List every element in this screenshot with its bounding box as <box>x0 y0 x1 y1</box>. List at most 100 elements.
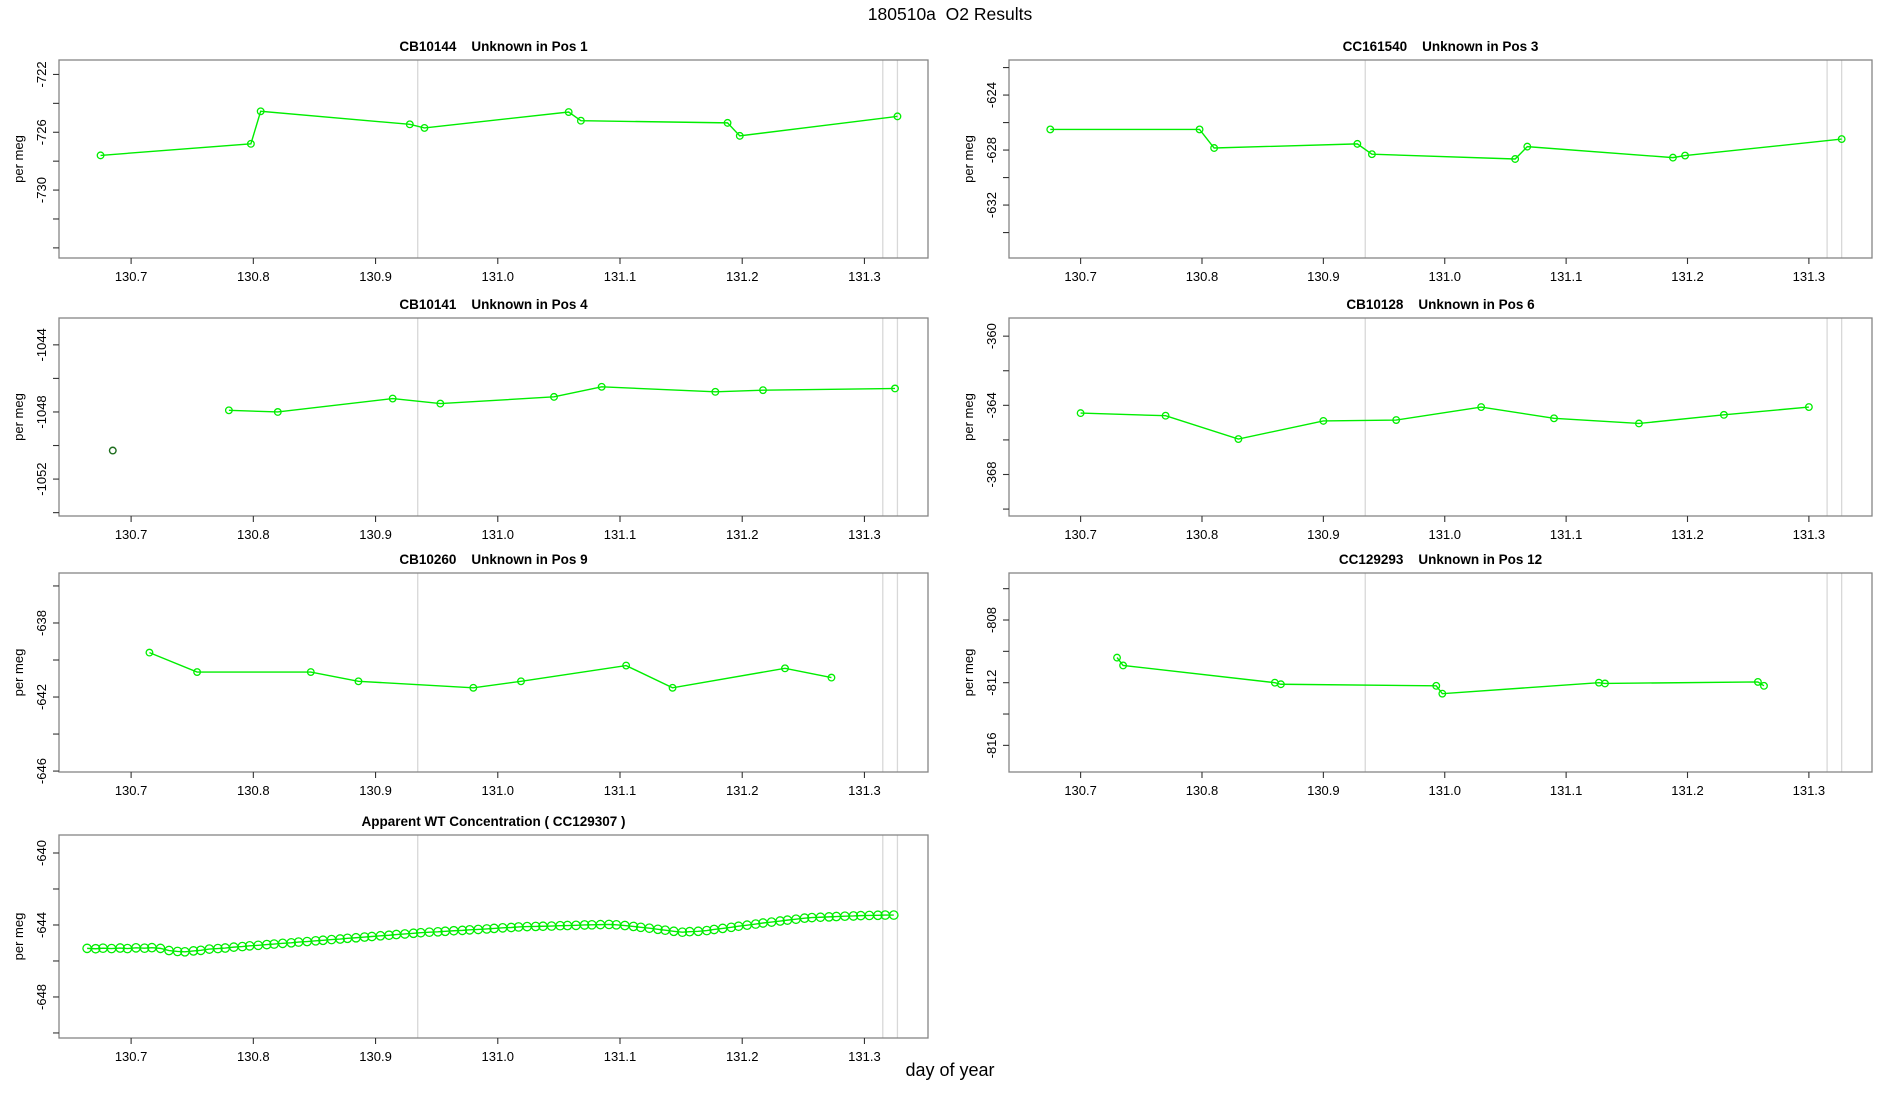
data-point <box>405 120 414 129</box>
outlier-point <box>108 446 117 455</box>
y-tick-label: -812 <box>984 670 999 696</box>
data-point <box>213 943 223 954</box>
y-tick-label: -644 <box>34 912 49 938</box>
x-tick-label: 130.8 <box>237 269 270 284</box>
y-tick-label: -638 <box>34 610 49 636</box>
data-point <box>781 664 789 673</box>
data-point <box>457 925 468 936</box>
y-tick-label: -648 <box>34 984 49 1010</box>
data-point <box>1550 414 1558 423</box>
x-tick-label: 130.9 <box>359 527 392 542</box>
series-line <box>100 110 898 157</box>
y-tick-label: -360 <box>984 323 999 349</box>
data-point <box>517 677 525 686</box>
series-line <box>228 386 896 413</box>
data-point <box>799 913 810 923</box>
data-point <box>436 399 445 408</box>
x-tick-label: 131.0 <box>1428 783 1461 798</box>
run-marker-lines <box>417 60 899 258</box>
data-point <box>246 139 255 148</box>
data-point <box>597 382 606 391</box>
data-point <box>759 386 767 395</box>
data-point <box>888 910 899 920</box>
x-tick-label: 131.2 <box>1671 269 1704 284</box>
x-tick-label: 131.3 <box>1793 527 1826 542</box>
x-tick-label: 131.1 <box>604 527 637 542</box>
run-marker-lines <box>1364 573 1843 772</box>
data-point <box>873 910 883 921</box>
data-series <box>1076 403 1813 443</box>
y-axis-title: per meg <box>11 393 26 441</box>
data-series <box>224 382 899 416</box>
x-axis: 130.7 130.8 130.9 131.0 131.1 131.2 131.3 <box>115 516 881 542</box>
data-point <box>1719 410 1728 419</box>
data-point <box>530 921 541 932</box>
data-point <box>310 935 321 946</box>
data-point <box>701 925 712 936</box>
data-point <box>306 668 315 676</box>
data-series <box>96 107 902 160</box>
data-point <box>576 116 585 125</box>
x-tick-label: 131.2 <box>726 269 759 284</box>
data-point <box>1760 681 1768 690</box>
x-tick-label: 130.8 <box>1186 527 1219 542</box>
data-point <box>139 943 150 954</box>
data-point <box>622 661 631 670</box>
data-point <box>433 926 443 937</box>
data-point <box>420 123 429 132</box>
x-tick-label: 131.1 <box>604 1049 637 1064</box>
y-axis: -638 -642 -646 <box>34 585 59 784</box>
data-point <box>827 673 836 682</box>
y-axis: -1044 -1048 -1052 <box>34 328 59 514</box>
x-tick-label: 131.0 <box>1428 269 1461 284</box>
data-point <box>273 408 282 416</box>
y-tick-label: -624 <box>984 82 999 108</box>
data-point <box>1210 144 1219 152</box>
x-tick-label: 131.3 <box>1793 269 1826 284</box>
data-point <box>261 939 272 950</box>
data-point <box>668 683 677 692</box>
data-point <box>155 943 166 954</box>
data-point <box>1392 416 1401 424</box>
y-tick-label: -368 <box>984 461 999 487</box>
data-point <box>388 394 397 403</box>
subplot-title: CC129293 Unknown in Pos 12 <box>1339 552 1542 567</box>
y-tick-label: -816 <box>984 732 999 758</box>
data-point <box>891 384 899 393</box>
y-axis-title: per meg <box>961 649 976 697</box>
data-point <box>1523 142 1532 151</box>
data-point <box>1804 403 1813 412</box>
y-axis-title: per meg <box>961 135 976 183</box>
y-tick-label: -1052 <box>34 462 49 495</box>
x-tick-label: 130.7 <box>115 269 148 284</box>
x-tick-label: 130.9 <box>359 783 392 798</box>
data-point <box>1161 411 1170 420</box>
data-point <box>564 108 573 116</box>
data-point <box>1276 680 1285 689</box>
y-tick-label: -642 <box>34 684 49 710</box>
y-axis-title: per meg <box>11 913 26 961</box>
data-point <box>1046 125 1055 134</box>
x-tick-label: 131.3 <box>848 269 881 284</box>
y-tick-label: -722 <box>34 61 49 87</box>
plot-box <box>58 834 929 1039</box>
x-tick-label: 131.3 <box>848 527 881 542</box>
x-tick-label: 130.7 <box>1064 527 1097 542</box>
data-point <box>115 943 125 953</box>
x-tick-label: 130.9 <box>1307 527 1340 542</box>
series-line <box>1116 657 1765 695</box>
series-line <box>1080 406 1809 440</box>
subplot-title: CB10141 Unknown in Pos 4 <box>399 297 588 312</box>
data-point <box>1511 155 1520 163</box>
data-point <box>1668 153 1677 162</box>
data-point <box>481 924 492 934</box>
data-series <box>1046 125 1846 163</box>
data-point <box>1432 681 1441 690</box>
data-point <box>506 922 517 933</box>
data-point <box>145 648 154 657</box>
data-point <box>237 941 248 952</box>
y-tick-label: -640 <box>34 840 49 866</box>
x-axis: 130.7 130.8 130.9 131.0 131.1 131.2 131.3 <box>115 258 881 284</box>
